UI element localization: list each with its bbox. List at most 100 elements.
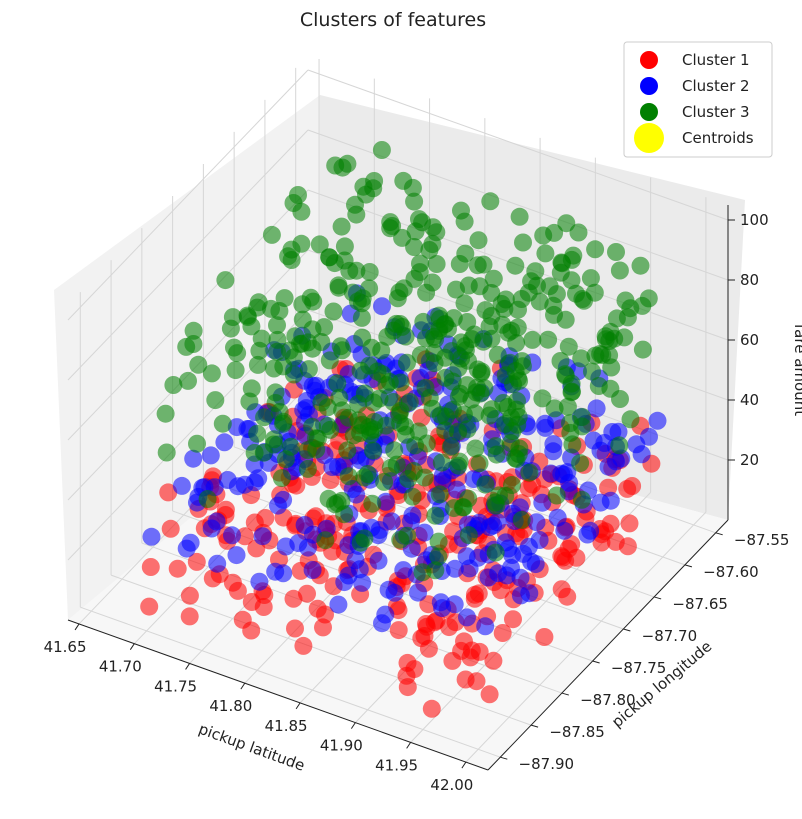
scatter-point <box>235 527 254 546</box>
scatter-point <box>376 492 395 511</box>
scatter-point <box>184 449 203 468</box>
scatter-point <box>310 235 329 254</box>
scatter-point <box>142 527 161 546</box>
scatter-point <box>228 344 247 363</box>
scatter-point <box>291 335 309 353</box>
scatter-point <box>507 450 526 469</box>
x-tick <box>295 702 301 710</box>
scatter-point <box>468 256 487 275</box>
scatter-point <box>347 485 366 504</box>
scatter-point <box>429 547 448 566</box>
scatter-point <box>405 192 424 211</box>
scatter-point <box>547 486 566 505</box>
y-axis-label: pickup longitude <box>608 637 715 731</box>
scatter-point <box>486 543 505 562</box>
scatter-point <box>349 411 368 430</box>
scatter-point <box>465 589 484 608</box>
scatter-point <box>332 217 351 236</box>
scatter-point <box>405 660 424 679</box>
scatter-point <box>573 408 592 426</box>
scatter-point <box>284 348 303 367</box>
scatter-point <box>353 573 372 592</box>
scatter-point <box>187 552 206 571</box>
scatter-point <box>467 383 486 402</box>
scatter-point <box>216 271 235 290</box>
scatter-point <box>586 240 605 259</box>
scatter-point <box>461 648 480 667</box>
scatter-point <box>414 312 433 331</box>
scatter-point <box>289 186 307 204</box>
scatter-point <box>536 244 555 263</box>
scatter-point <box>335 505 354 524</box>
scatter-point <box>340 261 359 280</box>
scatter-point <box>632 445 651 464</box>
z-axis-label: fare amount <box>791 324 802 416</box>
x-tick-label: 42.00 <box>430 776 473 794</box>
scatter-point <box>489 564 508 583</box>
scatter-point <box>437 407 455 426</box>
scatter-point <box>355 529 374 548</box>
scatter-point <box>223 526 241 545</box>
scatter-point <box>640 427 658 446</box>
scatter-point <box>502 408 521 427</box>
scatter-point <box>372 141 391 159</box>
scatter-point <box>248 355 267 374</box>
scatter-point <box>396 425 415 444</box>
scatter-point <box>298 441 317 460</box>
scatter-point <box>415 523 434 542</box>
scatter-point <box>298 584 316 603</box>
scatter-point <box>394 171 413 190</box>
scatter-point <box>551 263 570 282</box>
scatter-point <box>481 192 500 211</box>
legend-marker <box>640 77 658 95</box>
legend-marker <box>634 123 664 153</box>
scatter-point <box>294 401 313 420</box>
scatter-point <box>599 457 618 476</box>
scatter-point <box>470 454 489 473</box>
scatter-point <box>415 627 434 645</box>
scatter-point <box>535 628 554 646</box>
scatter-point <box>456 670 475 689</box>
scatter-point <box>503 422 522 441</box>
scatter-point <box>555 521 574 540</box>
scatter-point <box>514 233 532 252</box>
scatter-point <box>631 256 650 275</box>
scatter-point <box>385 441 404 460</box>
z-tick-label: 60 <box>740 331 759 349</box>
scatter-point <box>587 399 606 418</box>
x-tick-label: 41.80 <box>209 697 252 715</box>
scatter-point <box>488 513 507 532</box>
scatter-point <box>268 342 286 361</box>
scatter-point <box>355 468 374 487</box>
scatter-point <box>545 223 564 242</box>
scatter-point <box>326 156 345 175</box>
scatter-point <box>572 349 591 368</box>
x-tick <box>350 722 356 729</box>
scatter-point <box>601 491 620 510</box>
scatter-point <box>527 513 546 532</box>
y-tick <box>654 596 662 600</box>
scatter-point <box>572 490 591 509</box>
scatter-point <box>416 378 435 397</box>
scatter-point <box>458 420 477 439</box>
scatter-point <box>415 468 434 487</box>
scatter-point <box>563 435 582 454</box>
scatter-point <box>557 214 576 233</box>
scatter-point <box>385 583 404 602</box>
chart-title: Clusters of features <box>300 9 486 31</box>
scatter-point <box>333 341 352 360</box>
scatter-point <box>282 240 301 259</box>
scatter-point <box>299 360 318 379</box>
scatter-point <box>398 353 416 372</box>
scatter-point <box>394 561 413 580</box>
grid-line-z-side <box>67 129 309 381</box>
scatter-point <box>226 361 245 380</box>
scatter-point <box>469 231 488 250</box>
scatter-point <box>255 408 274 427</box>
scatter-point <box>500 353 519 372</box>
scatter-point <box>504 375 522 394</box>
legend-label: Cluster 3 <box>682 103 750 121</box>
scatter-point <box>368 362 387 381</box>
scatter-point <box>554 465 573 484</box>
scatter-point <box>274 414 292 433</box>
